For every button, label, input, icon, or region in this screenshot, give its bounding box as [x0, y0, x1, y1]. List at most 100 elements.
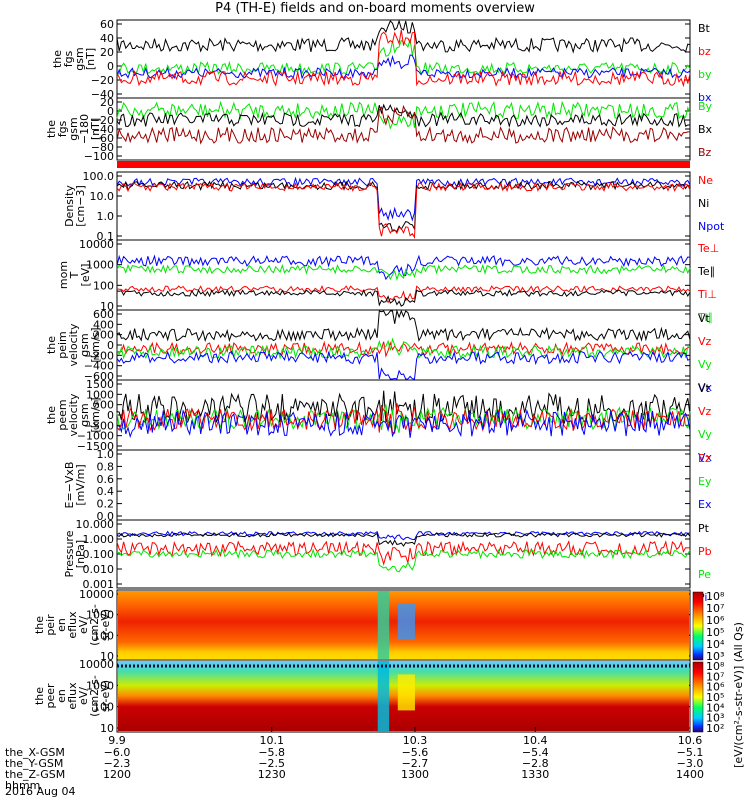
xaxis-row-value: −3.0 [677, 757, 704, 770]
legend-Ex: Ex [698, 498, 712, 511]
ytick-fgs: 0 [107, 60, 114, 73]
ylabel-ve: velocity [67, 393, 80, 436]
ylabel-vi: peim [56, 331, 69, 359]
ytick-vi: −600 [84, 370, 114, 383]
ylabel-pressure: [nPa] [74, 540, 87, 568]
ylabel-vi: [km/s] [89, 327, 102, 362]
ytick-fgs: 40 [100, 32, 114, 45]
series-Pe [116, 548, 691, 573]
ytick-density: 1.0 [97, 210, 115, 223]
legend-bx: bx [698, 91, 712, 104]
legend-Vx: Vx [698, 381, 713, 394]
ytick-efield: 0.0 [97, 510, 115, 523]
panel-frame-vi [116, 309, 691, 381]
ylabel-fgs: gsm [73, 47, 86, 70]
ylabel-density: Density [63, 185, 76, 227]
legend-By: By [698, 100, 713, 113]
colorbar [692, 661, 704, 733]
legend-Pb: Pb [698, 545, 712, 558]
xtick-label: 10.4 [523, 734, 548, 747]
colorbar-tick: 10⁷ [706, 670, 724, 683]
ytick-efield: 1.0 [97, 448, 115, 461]
ylabel-elec_spec: peer [44, 683, 57, 709]
ylabel-ve: gsm [78, 403, 91, 426]
ytick-fgs_offset: 0 [107, 105, 114, 118]
xaxis-row-value: −5.6 [402, 746, 429, 759]
spectrogram-event [397, 674, 415, 711]
xtick-label: 9.9 [108, 734, 126, 747]
legend-by: by [698, 68, 712, 81]
ytick-fgs: −20 [91, 74, 114, 87]
series-Ni [116, 179, 691, 233]
ytick-ve: 1500 [86, 378, 114, 391]
ytick-vi: 400 [93, 318, 114, 331]
ylabel-fgs: [nT] [84, 48, 97, 70]
ytick-fgs: 60 [100, 18, 114, 31]
ytick-efield: 0.4 [97, 485, 115, 498]
ytick-elec_spec: 100 [93, 701, 114, 714]
ylabel-vi: the [45, 336, 58, 354]
ytick-pressure: 0.010 [83, 563, 115, 576]
series-Vx [116, 408, 691, 439]
spectrogram-event [397, 604, 415, 639]
ytick-fgs: 20 [100, 46, 114, 59]
series-Vz [116, 403, 691, 434]
xaxis-row-value: −2.8 [522, 757, 549, 770]
ytick-fgs_offset: −40 [91, 123, 114, 136]
ylabel-fgs_offset: gsm [67, 117, 80, 140]
ytick-ve: −1000 [77, 430, 114, 443]
legend-Ne: Ne [698, 174, 713, 187]
ylabel-ve: [km/s] [89, 397, 102, 432]
legend-Ni: Ni [698, 197, 709, 210]
panel-frame-pressure [116, 519, 691, 589]
panel-frame-ve [116, 379, 691, 451]
ylabel-efield: [mV/m] [74, 464, 87, 505]
ytick-fgs_offset: −80 [91, 141, 114, 154]
legend-Ti⊥: Ti⊥ [697, 288, 717, 301]
ylabel-vi: gsm [78, 333, 91, 356]
ytick-pressure: 0.100 [83, 548, 115, 561]
legend-Bz: Bz [698, 146, 712, 159]
xtick-label: 10.3 [403, 734, 428, 747]
ylabel-ion_spec: eV/ [77, 616, 90, 634]
legend-Te⊥: Te⊥ [697, 242, 719, 255]
ytick-fgs_offset: −60 [91, 132, 114, 145]
xaxis-row-value: −2.7 [402, 757, 429, 770]
xaxis-row-value: −2.3 [104, 757, 131, 770]
colorbar [692, 591, 704, 661]
ytick-ve: −500 [84, 419, 114, 432]
ytick-pressure: 1.000 [83, 533, 115, 546]
ytick-elec_spec: 10000 [79, 658, 114, 671]
series-Pt [116, 532, 691, 547]
ylabel-vi: velocity [67, 323, 80, 366]
ylabel-ion_spec: eflux [66, 611, 79, 639]
panel-frame-fgs [116, 19, 691, 99]
ytick-ve: 1000 [86, 388, 114, 401]
legend-Pt: Pt [698, 522, 710, 535]
colorbar-tick: 10⁸ [706, 660, 725, 673]
xaxis-row-value: 1200 [103, 768, 131, 781]
series-Te-par [116, 288, 691, 307]
ytick-temp: 100 [93, 279, 114, 292]
legend-Vz: Vz [698, 405, 712, 418]
xaxis-row-value: 1230 [258, 768, 286, 781]
legend-Bx: Bx [698, 123, 713, 136]
ylabel-elec_spec: eV/ [77, 687, 90, 705]
xtick-label: 10.1 [259, 734, 284, 747]
panel-frame-efield [116, 449, 691, 521]
xaxis-row-label: the_Y-GSM [5, 757, 63, 770]
ylabel-temp: T [68, 271, 81, 279]
legend-Bt: Bt [698, 22, 711, 35]
legend-Pe: Pe [698, 568, 711, 581]
ytick-ion_spec: 10000 [79, 588, 114, 601]
chart-title: P4 (TH-E) fields and on-board moments ov… [215, 1, 535, 16]
panel-frame-elec_spec [116, 659, 691, 733]
series-Vy [116, 404, 691, 433]
xaxis-row-value: −5.4 [522, 746, 549, 759]
ytick-temp: 10 [100, 300, 114, 313]
ylabel-elec_spec: sr-eV) [99, 680, 112, 712]
series-Ti [116, 254, 691, 281]
ytick-fgs_offset: −20 [91, 114, 114, 127]
legend-Vx: Vx [698, 451, 713, 464]
xaxis-row-label: hhmm [5, 779, 40, 792]
